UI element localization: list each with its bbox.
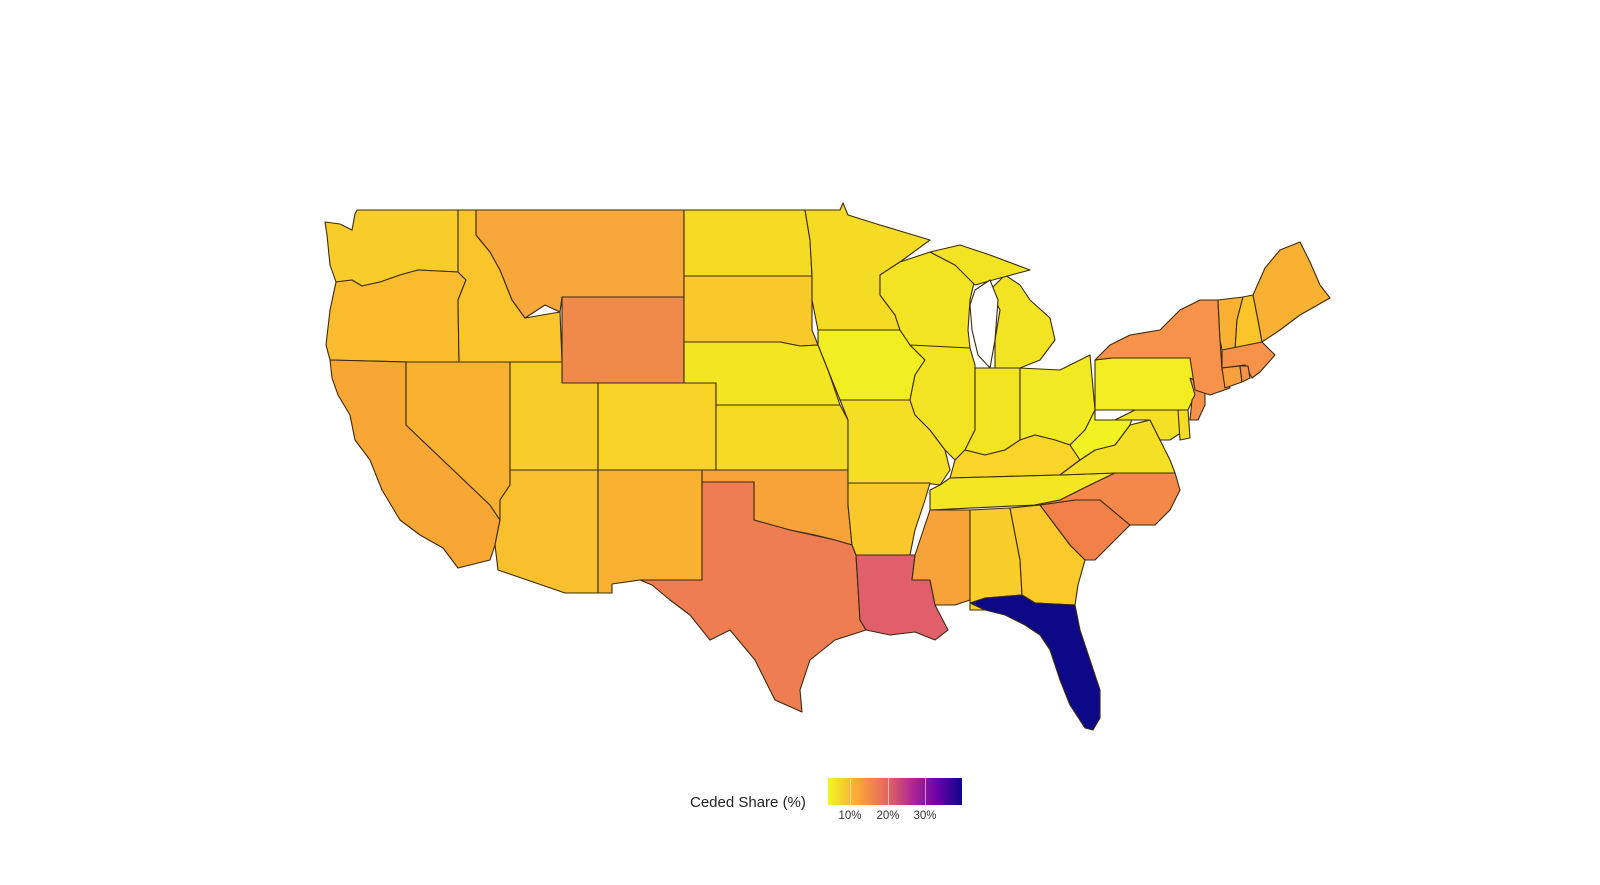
legend-tick-30 (925, 778, 926, 805)
state-new-mexico[interactable] (597, 469, 703, 594)
state-arizona[interactable] (494, 469, 599, 594)
state-texas[interactable] (639, 481, 867, 713)
state-oregon[interactable] (325, 269, 467, 363)
legend-tick-label-30: 30% (913, 810, 937, 822)
state-colorado[interactable] (597, 382, 717, 471)
state-michigan-up[interactable] (929, 244, 1031, 286)
legend-tick-label-20: 20% (876, 810, 900, 822)
lake-michigan (969, 279, 999, 369)
state-rhode-island[interactable] (1239, 365, 1251, 383)
state-north-dakota[interactable] (683, 209, 813, 277)
state-kentucky[interactable] (949, 434, 1081, 479)
legend-tick-label-10: 10% (838, 810, 862, 822)
state-arkansas[interactable] (847, 482, 931, 556)
legend-tick-20 (888, 778, 889, 805)
state-north-carolina[interactable] (1034, 472, 1181, 526)
state-pennsylvania[interactable] (1094, 357, 1201, 411)
state-delaware[interactable] (1177, 409, 1191, 441)
state-kansas[interactable] (715, 404, 849, 471)
state-illinois[interactable] (909, 344, 976, 461)
state-nebraska[interactable] (683, 341, 841, 406)
legend-color-bar (828, 778, 962, 805)
color-legend: Ceded Share (%) 10% 20% 30% (690, 778, 990, 838)
state-michigan[interactable] (989, 274, 1056, 369)
legend-title: Ceded Share (%) (690, 794, 806, 811)
state-south-dakota[interactable] (683, 275, 819, 347)
state-maine[interactable] (1252, 241, 1331, 343)
state-florida[interactable] (969, 594, 1101, 731)
legend-tick-10 (850, 778, 851, 805)
state-wyoming[interactable] (561, 296, 685, 384)
state-connecticut[interactable] (1221, 365, 1243, 389)
